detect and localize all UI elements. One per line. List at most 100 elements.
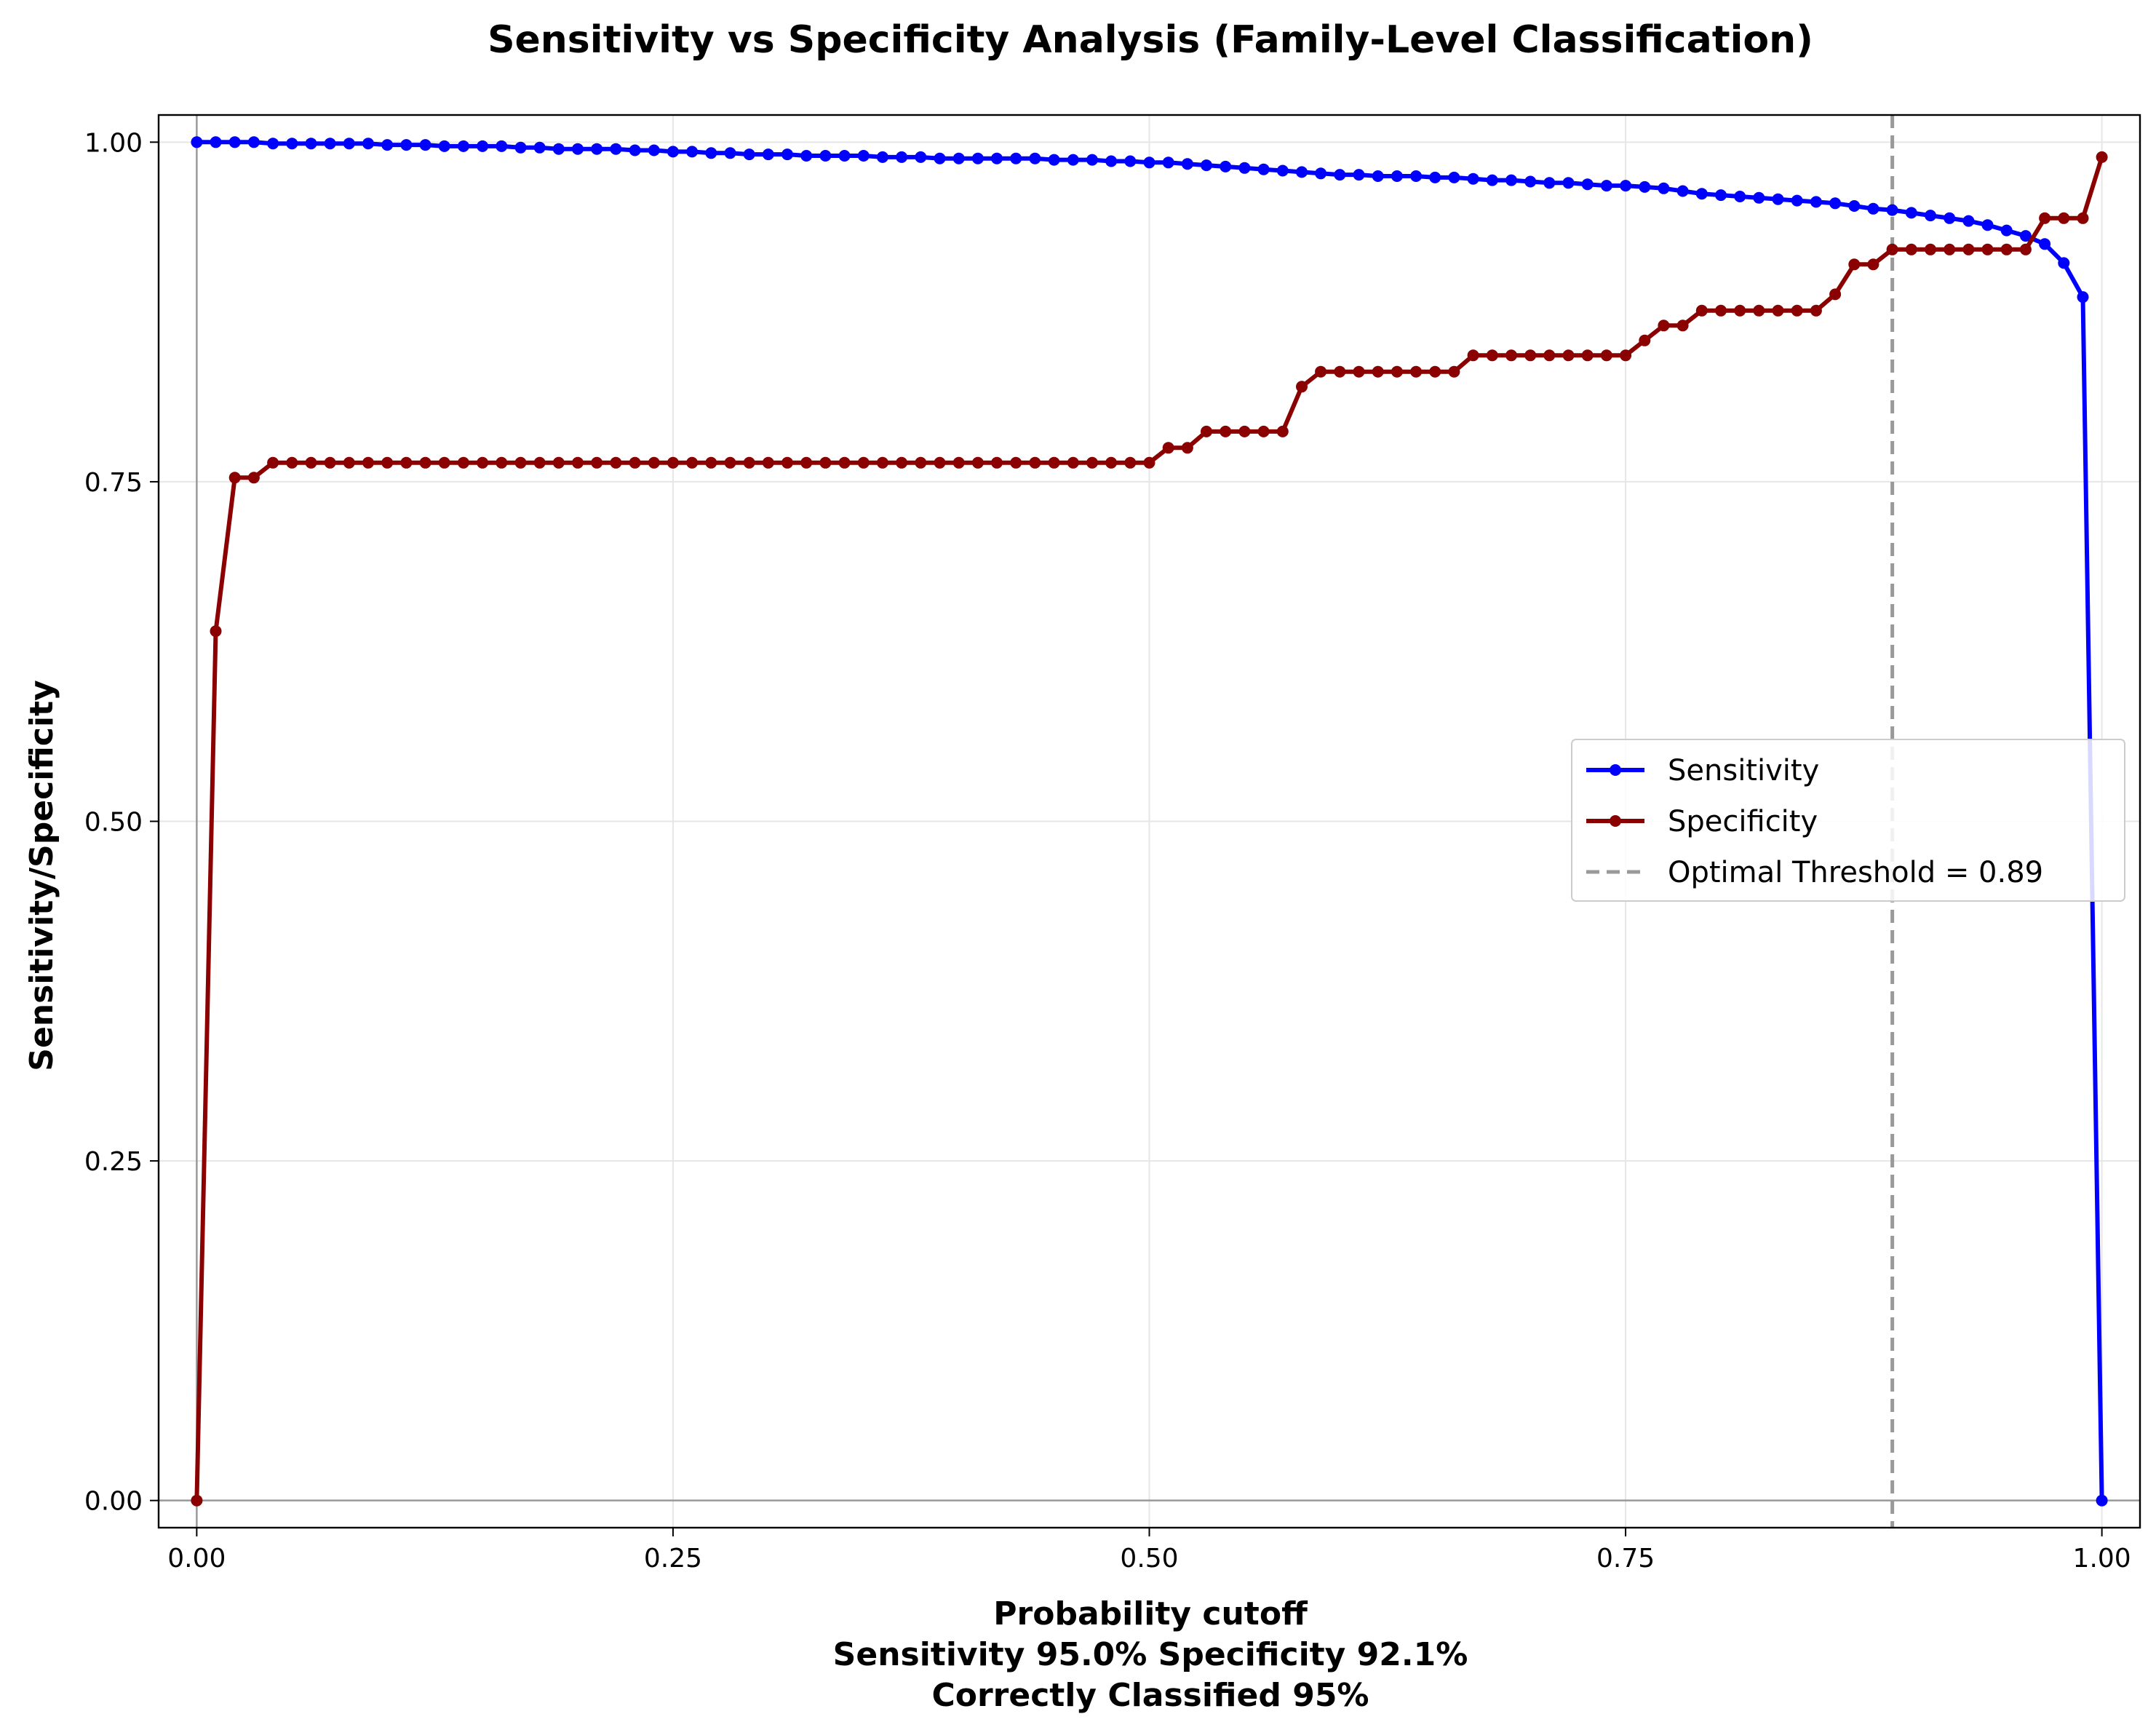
y-tick-label: 1.00 <box>84 128 143 158</box>
sensitivity-point <box>514 141 527 154</box>
sensitivity-point <box>2019 230 2032 242</box>
sensitivity-point <box>686 146 699 158</box>
sensitivity-point <box>1372 170 1384 182</box>
specificity-point <box>1829 288 1842 301</box>
x-tick-label: 1.00 <box>2073 1544 2131 1574</box>
x-axis-ticks: 0.00 0.25 0.50 0.75 1.00 <box>167 1528 2131 1574</box>
sensitivity-point <box>1010 152 1022 164</box>
specificity-point <box>1220 425 1232 437</box>
sensitivity-point <box>952 152 965 164</box>
sensitivity-point <box>1124 155 1137 167</box>
x-axis-title: Probability cutoff Sensitivity 95.0% Spe… <box>833 1595 1468 1714</box>
specificity-point <box>1639 334 1651 346</box>
sensitivity-point <box>724 147 736 159</box>
specificity-point <box>1201 425 1212 437</box>
specificity-point <box>1925 243 1936 255</box>
sensitivity-point <box>1925 210 1936 222</box>
sensitivity-point <box>819 150 832 162</box>
y-tick-label: 0.50 <box>84 808 143 838</box>
specificity-point <box>1276 425 1289 437</box>
sensitivity-point <box>1734 191 1746 202</box>
specificity-point <box>1676 320 1689 332</box>
sensitivity-point <box>419 139 431 151</box>
sensitivity-point <box>1562 177 1575 189</box>
sensitivity-point <box>210 136 222 148</box>
sensitivity-point <box>1429 171 1441 183</box>
sensitivity-point <box>1848 200 1861 212</box>
specificity-point <box>228 472 241 484</box>
sensitivity-point <box>286 138 298 150</box>
sensitivity-point <box>2077 291 2089 303</box>
sensitivity-point <box>343 138 355 150</box>
baseline-lines <box>159 115 2140 1528</box>
specificity-point <box>1067 456 1079 469</box>
sensitivity-point <box>1105 155 1118 167</box>
sensitivity-point <box>457 140 469 152</box>
specificity-point <box>1848 258 1861 271</box>
legend-box <box>1571 739 2125 902</box>
sensitivity-point <box>247 136 260 148</box>
sensitivity-point <box>1620 180 1632 192</box>
specificity-point <box>419 456 431 469</box>
specificity-point <box>1658 320 1670 332</box>
sensitivity-point <box>1029 152 1041 164</box>
sensitivity-point <box>743 148 755 161</box>
specificity-point <box>800 456 813 469</box>
specificity-point <box>705 456 717 469</box>
sensitivity-point <box>1315 167 1327 180</box>
specificity-point <box>667 456 679 469</box>
sensitivity-point <box>591 143 603 155</box>
specificity-point <box>971 456 984 469</box>
sensitivity-point <box>2000 224 2013 237</box>
legend-specificity-label: Specificity <box>1668 805 1818 838</box>
sensitivity-point <box>1962 215 1975 227</box>
specificity-point <box>1238 425 1251 437</box>
sensitivity-point <box>552 143 565 155</box>
sensitivity-point <box>1067 154 1079 166</box>
sensitivity-point <box>667 146 679 158</box>
specificity-point <box>1448 365 1460 378</box>
sensitivity-point <box>2096 1494 2108 1507</box>
sensitivity-point <box>1886 204 1898 216</box>
specificity-point <box>876 456 888 469</box>
specificity-point <box>1543 349 1556 362</box>
specificity-point <box>1124 456 1137 469</box>
sensitivity-point <box>2039 238 2051 250</box>
specificity-point <box>1391 365 1403 378</box>
legend-sensitivity-label: Sensitivity <box>1668 754 1819 787</box>
specificity-point <box>1715 304 1727 317</box>
sensitivity-point <box>800 150 813 162</box>
specificity-point <box>324 456 336 469</box>
specificity-point <box>1467 349 1479 362</box>
specificity-point <box>1334 365 1346 378</box>
specificity-point <box>496 456 508 469</box>
specificity-point <box>1886 243 1898 255</box>
sensitivity-point <box>1257 163 1270 175</box>
sensitivity-point <box>1220 160 1232 172</box>
sensitivity-point <box>305 138 317 150</box>
sensitivity-point <box>1829 197 1842 210</box>
sensitivity-point <box>1581 178 1594 191</box>
specificity-point <box>1944 243 1956 255</box>
specificity-point <box>838 456 851 469</box>
specificity-point <box>1600 349 1612 362</box>
sensitivity-point <box>572 143 584 155</box>
specificity-point <box>896 456 908 469</box>
specificity-point <box>1562 349 1575 362</box>
specificity-point <box>1905 243 1917 255</box>
specificity-point <box>247 472 260 484</box>
sensitivity-point <box>915 151 927 163</box>
sensitivity-point <box>1676 185 1689 197</box>
sensitivity-point <box>1448 171 1460 183</box>
sensitivity-point <box>991 152 1003 164</box>
specificity-point <box>762 456 774 469</box>
sensitivity-point <box>1181 158 1193 170</box>
sensitivity-point <box>1467 172 1479 185</box>
sensitivity-point <box>1600 180 1612 192</box>
sensitivity-point <box>1981 219 1994 231</box>
specificity-point <box>1143 456 1155 469</box>
specificity-point <box>781 456 793 469</box>
sensitivity-series <box>191 136 2108 1507</box>
sensitivity-point <box>781 148 793 161</box>
